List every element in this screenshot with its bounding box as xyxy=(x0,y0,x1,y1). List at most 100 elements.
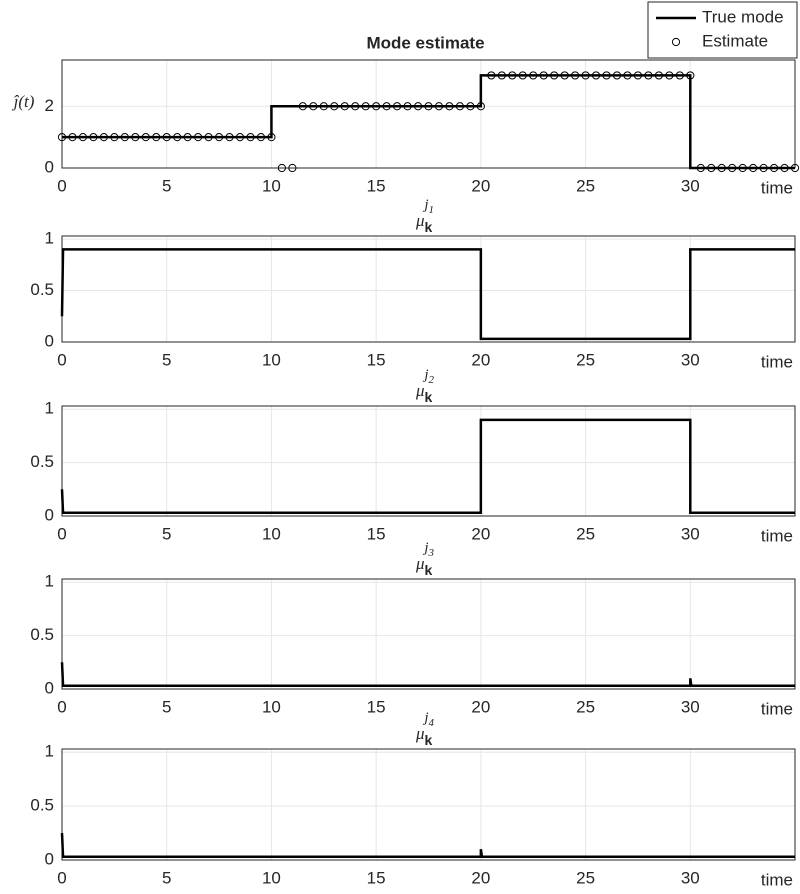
y-tick-label: 1 xyxy=(45,572,54,591)
x-tick-label: 20 xyxy=(471,176,490,195)
marker xyxy=(288,163,297,173)
title-superscript-index: 1 xyxy=(429,204,435,216)
marker xyxy=(476,102,485,111)
axes-background xyxy=(62,236,795,342)
x-tick-label: 10 xyxy=(262,176,281,195)
marker xyxy=(162,133,171,142)
x-tick-label: 0 xyxy=(57,350,66,369)
series-line xyxy=(60,418,795,515)
title-symbol: μ xyxy=(415,554,425,573)
title-superscript: j xyxy=(422,197,428,213)
title-symbol: μ xyxy=(415,381,425,400)
x-tick-label: 0 xyxy=(57,697,66,716)
y-tick-label: 1 xyxy=(45,742,54,761)
marker xyxy=(769,163,779,173)
x-tick-label: 5 xyxy=(162,868,171,887)
x-tick-label: 30 xyxy=(681,176,700,195)
marker xyxy=(518,71,527,80)
y-tick-label: 2 xyxy=(45,96,54,115)
marker xyxy=(539,71,548,80)
x-tick-label: 30 xyxy=(681,350,700,369)
marker xyxy=(225,133,234,142)
marker xyxy=(309,102,318,111)
marker xyxy=(141,133,150,142)
x-tick-label: 20 xyxy=(471,524,490,543)
marker xyxy=(372,102,381,111)
x-axis-label: time xyxy=(761,870,793,889)
marker xyxy=(340,102,349,111)
series-line xyxy=(60,248,795,341)
marker xyxy=(728,163,737,173)
title-superscript: j xyxy=(422,710,428,726)
marker xyxy=(131,133,140,142)
marker xyxy=(214,133,224,142)
chart-title: μkj4 xyxy=(415,710,435,747)
marker xyxy=(319,102,328,111)
marker xyxy=(173,133,182,142)
marker xyxy=(571,71,580,80)
marker xyxy=(497,71,506,80)
y-tick-label: 0 xyxy=(45,849,54,868)
marker xyxy=(612,71,622,80)
marker xyxy=(434,102,444,111)
y-tick-label: 0 xyxy=(45,157,54,176)
title-superscript-index: 3 xyxy=(428,547,435,559)
marker xyxy=(665,71,674,80)
y-tick-label: 1 xyxy=(45,229,54,248)
title-symbol: μ xyxy=(415,211,425,230)
x-tick-label: 0 xyxy=(57,176,66,195)
marker xyxy=(403,102,412,111)
marker xyxy=(749,163,758,173)
title-superscript-index: 4 xyxy=(429,717,435,729)
marker xyxy=(57,133,67,142)
axes-box xyxy=(61,578,796,690)
x-tick-label: 0 xyxy=(57,524,66,543)
x-tick-label: 25 xyxy=(576,350,595,369)
marker xyxy=(487,71,496,80)
marker xyxy=(508,71,517,80)
marker xyxy=(759,163,768,173)
marker xyxy=(675,71,684,80)
title-subscript: k xyxy=(425,732,433,748)
marker xyxy=(99,133,108,142)
x-axis-label: time xyxy=(761,526,793,545)
axes-box xyxy=(61,748,796,861)
axes-background xyxy=(62,406,795,516)
marker xyxy=(382,102,391,111)
x-tick-label: 30 xyxy=(681,868,700,887)
chart-title: μkj2 xyxy=(415,367,435,404)
x-tick-label: 30 xyxy=(681,524,700,543)
marker xyxy=(246,133,255,142)
marker xyxy=(550,71,559,80)
marker xyxy=(644,71,653,80)
x-tick-label: 30 xyxy=(681,697,700,716)
y-tick-label: 0.5 xyxy=(30,625,54,644)
x-tick-label: 10 xyxy=(262,524,281,543)
x-tick-label: 5 xyxy=(162,176,171,195)
marker xyxy=(654,71,663,80)
marker xyxy=(68,133,77,142)
title-subscript: k xyxy=(425,562,433,578)
marker xyxy=(581,71,590,80)
x-tick-label: 5 xyxy=(162,350,171,369)
marker xyxy=(424,102,433,111)
y-tick-label: 0 xyxy=(45,505,54,524)
chart-title: μkj3 xyxy=(415,540,435,577)
x-tick-label: 15 xyxy=(367,697,386,716)
marker xyxy=(707,163,716,173)
marker xyxy=(351,102,360,111)
x-tick-label: 15 xyxy=(367,350,386,369)
axes-background xyxy=(62,60,795,168)
marker xyxy=(235,133,245,142)
x-axis-label: time xyxy=(761,352,793,371)
marker xyxy=(466,102,475,111)
marker xyxy=(330,102,339,111)
chart-title: μkj1 xyxy=(415,197,434,234)
marker xyxy=(717,163,726,173)
y-tick-label: 0 xyxy=(45,678,54,697)
marker xyxy=(120,133,129,142)
axes-box xyxy=(61,59,796,169)
y-tick-label: 0.5 xyxy=(30,280,54,299)
